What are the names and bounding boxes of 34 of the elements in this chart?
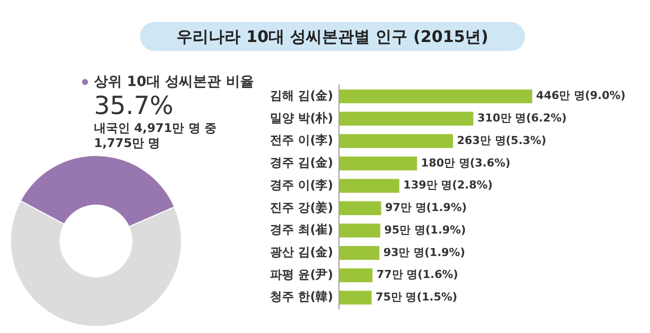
y-tick-label: 경주 김(金) bbox=[270, 156, 334, 170]
y-tick-label: 전주 이(李) bbox=[270, 133, 334, 148]
bar bbox=[339, 290, 372, 305]
bar bbox=[339, 268, 372, 282]
y-tick-label: 김해 김(金) bbox=[270, 88, 334, 103]
bar bbox=[339, 224, 380, 238]
data-label: 95만 명(1.9%) bbox=[384, 223, 466, 236]
data-label: 446만 명(9.0%) bbox=[536, 89, 626, 102]
y-tick-label: 광산 김(金) bbox=[270, 245, 334, 260]
text: 우리나라 10대 성씨본관별 인구 (2015년) bbox=[176, 27, 488, 47]
data-label: 77만 명(1.6%) bbox=[376, 268, 458, 282]
data-label: 93만 명(1.9%) bbox=[383, 246, 466, 259]
bar bbox=[339, 134, 453, 148]
data-label: 139만 명(2.8%) bbox=[403, 178, 493, 192]
text: 내국인 4,971만 명 중 1,775만 명 bbox=[94, 121, 218, 151]
y-tick-label: 경주 최(崔) bbox=[270, 222, 334, 237]
data-label: 75만 명(1.5%) bbox=[376, 290, 458, 304]
bar bbox=[339, 246, 380, 260]
data-label: 97만 명(1.9%) bbox=[385, 201, 467, 214]
y-tick-label: 경주 이(李) bbox=[270, 178, 334, 192]
data-label: 263만 명(5.3%) bbox=[456, 134, 546, 147]
bar bbox=[339, 156, 418, 170]
data-label: 35.7% bbox=[94, 91, 174, 120]
data-label: 310만 명(6.2%) bbox=[477, 112, 567, 125]
y-tick-label: 밀양 박(朴) bbox=[270, 110, 334, 125]
y-tick-label: 진주 강(姜) bbox=[270, 200, 334, 214]
data-label: 180만 명(3.6%) bbox=[421, 156, 510, 170]
bar bbox=[339, 178, 400, 193]
legend-label: 상위 10대 성씨본관 비율 bbox=[94, 73, 254, 91]
bar bbox=[339, 112, 474, 126]
bar bbox=[339, 89, 532, 104]
bar bbox=[339, 201, 382, 216]
y-tick-label: 파평 윤(尹) bbox=[270, 267, 334, 282]
y-tick-label: 청주 한(韓) bbox=[270, 290, 334, 304]
